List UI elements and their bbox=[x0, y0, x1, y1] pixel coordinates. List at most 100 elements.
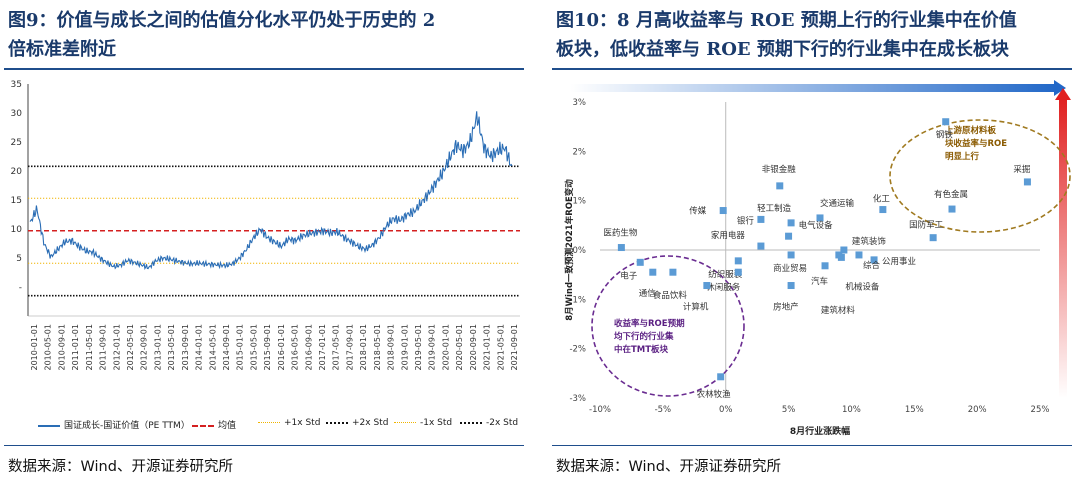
left-panel: 图9：价值与成长之间的估值分化水平仍处于历史的 2 倍标准差附近 - 5 10 15 2… bbox=[0, 0, 532, 488]
scatter-point bbox=[816, 214, 824, 222]
right-panel: 图10：8 月高收益率与 ROE 预期上行的行业集中在价值 板块，低收益率与 R… bbox=[548, 0, 1080, 488]
x-tick-label: 2015-05-01 bbox=[249, 324, 258, 371]
series-line bbox=[29, 111, 513, 270]
point-label: 房地产 bbox=[773, 302, 799, 313]
x-tick-label: 2012-01-01 bbox=[112, 324, 121, 371]
x-tick-label: 2018-09-01 bbox=[387, 324, 396, 371]
scatter-point bbox=[617, 244, 625, 252]
point-label: 纺织服装 bbox=[708, 269, 743, 280]
legend-item-mean: 均值 bbox=[192, 418, 236, 431]
x-tick-label: 2014-01-01 bbox=[195, 324, 204, 371]
x-tick-label: 20% bbox=[968, 405, 987, 415]
y-axis-title: 8月Wind一致预测2021年ROE变动 bbox=[564, 179, 575, 321]
annotation-top-line: 明显上行 bbox=[945, 151, 980, 162]
y-tick-label: 10 bbox=[11, 225, 23, 235]
scatter-point bbox=[719, 207, 727, 215]
industry-scatter-chart: -3% -2% -1% 0% 1% 2% 3% -10% -5% 0% 5% 10% 15% 20% 25%… bbox=[564, 80, 1071, 437]
y-tick-label: 15 bbox=[11, 196, 22, 206]
scatter-point bbox=[776, 182, 784, 190]
right-figure-title: 图10：8 月高收益率与 ROE 预期上行的行业集中在价值 板块，低收益率与 R… bbox=[556, 6, 1072, 64]
x-tick-label: 2011-05-01 bbox=[85, 324, 94, 371]
right-title-line1: 图10：8 月高收益率与 ROE 预期上行的行业集中在价值 bbox=[556, 10, 1017, 31]
y-tick-label: 1% bbox=[573, 197, 587, 207]
point-label: 农林牧渔 bbox=[697, 389, 732, 400]
point-label: 休闲服务 bbox=[706, 282, 741, 293]
annotation-bottom-line: 收益率与ROE预期 bbox=[614, 318, 685, 329]
x-tick-label: 2018-01-01 bbox=[359, 324, 368, 371]
y-tick-label: -2% bbox=[569, 345, 586, 355]
point-label: 轻工制造 bbox=[757, 203, 792, 214]
x-tick-label: 2017-01-01 bbox=[318, 324, 327, 371]
annotation-top-line: 块收益率与ROE bbox=[945, 138, 1007, 149]
x-tick-label: 2010-05-01 bbox=[44, 324, 53, 371]
y-tick-label: 35 bbox=[11, 80, 22, 90]
y-tick-label: 2% bbox=[573, 147, 587, 157]
point-label: 通信 bbox=[639, 288, 657, 299]
y-tick-label: 20 bbox=[11, 167, 23, 177]
scatter-point bbox=[787, 251, 795, 259]
point-label: 公用事业 bbox=[882, 256, 916, 267]
point-label: 计算机 bbox=[683, 302, 709, 313]
left-title-line1: 图9：价值与成长之间的估值分化水平仍处于历史的 2 bbox=[8, 10, 436, 31]
scatter-point bbox=[787, 282, 795, 290]
x-tick-label: 2016-01-01 bbox=[277, 324, 286, 371]
annotation-bottom-line: 均下行的行业集 bbox=[614, 331, 674, 342]
scatter-point bbox=[840, 246, 848, 254]
point-label: 商业贸易 bbox=[773, 263, 807, 274]
scatter-point bbox=[1023, 178, 1031, 186]
x-tick-label: 2014-05-01 bbox=[208, 324, 217, 371]
left-legend: 国证成长-国证价值（PE TTM） 均值 +1x Std +2x Std -1x… bbox=[4, 414, 528, 436]
scatter-point bbox=[948, 205, 956, 213]
scatter-point bbox=[787, 219, 795, 227]
point-label: 综合 bbox=[863, 260, 881, 271]
x-tick-label: 2012-05-01 bbox=[126, 324, 135, 371]
tmt-ellipse bbox=[591, 255, 745, 397]
point-label: 银行 bbox=[737, 215, 755, 226]
legend-item-minus2: -2x Std bbox=[460, 418, 518, 428]
x-tick-label: 25% bbox=[1031, 405, 1050, 415]
x-tick-label: 2013-05-01 bbox=[167, 324, 176, 371]
x-tick-label: 0% bbox=[719, 405, 733, 415]
x-tick-label: -10% bbox=[589, 405, 611, 415]
y-tick-label: 3% bbox=[573, 98, 587, 108]
point-label: 非银金融 bbox=[762, 164, 797, 175]
roe-arrow-bar bbox=[1059, 98, 1067, 398]
point-label: 机械设备 bbox=[845, 281, 880, 292]
left-figure-title: 图9：价值与成长之间的估值分化水平仍处于历史的 2 倍标准差附近 bbox=[8, 6, 524, 64]
x-tick-label: 2013-01-01 bbox=[153, 324, 162, 371]
right-source: 数据来源：Wind、开源证券研究所 bbox=[556, 459, 781, 475]
value-arrow-head bbox=[1054, 80, 1066, 96]
point-label: 国防军工 bbox=[909, 220, 944, 231]
scatter-point bbox=[835, 251, 843, 259]
x-tick-label: 2012-09-01 bbox=[140, 324, 149, 371]
scatter-point bbox=[870, 256, 878, 264]
y-tick-label: - bbox=[19, 283, 22, 293]
x-tick-label: 2011-01-01 bbox=[71, 324, 80, 371]
left-title-rule bbox=[4, 68, 524, 70]
x-tick-label: 2015-01-01 bbox=[236, 324, 245, 371]
point-label: 医药生物 bbox=[603, 228, 638, 239]
x-tick-label: 5% bbox=[782, 405, 796, 415]
x-tick-label: 2010-09-01 bbox=[57, 324, 66, 371]
scatter-point bbox=[649, 268, 657, 276]
scatter-point bbox=[636, 258, 644, 266]
point-label: 有色金属 bbox=[934, 189, 968, 200]
scatter-point bbox=[717, 373, 725, 381]
left-title-line2: 倍标准差附近 bbox=[8, 39, 116, 60]
scatter-point bbox=[942, 118, 950, 126]
scatter-point bbox=[734, 268, 742, 276]
point-label: 采掘 bbox=[1013, 164, 1030, 175]
x-tick-label: 2020-01-01 bbox=[441, 324, 450, 371]
x-tick-label: 10% bbox=[842, 405, 861, 415]
x-tick-label: 15% bbox=[905, 405, 924, 415]
x-tick-label: 2021-05-01 bbox=[496, 324, 505, 371]
legend-item-plus2: +2x Std bbox=[326, 418, 388, 428]
right-bottom-rule bbox=[552, 445, 1072, 446]
legend-item-minus1: -1x Std bbox=[394, 418, 452, 428]
x-tick-label: 2013-09-01 bbox=[181, 324, 190, 371]
x-tick-label: 2017-05-01 bbox=[332, 324, 341, 371]
scatter-point bbox=[929, 234, 937, 242]
scatter-point bbox=[757, 215, 765, 223]
point-label: 电气设备 bbox=[799, 220, 834, 231]
scatter-point bbox=[669, 268, 677, 276]
